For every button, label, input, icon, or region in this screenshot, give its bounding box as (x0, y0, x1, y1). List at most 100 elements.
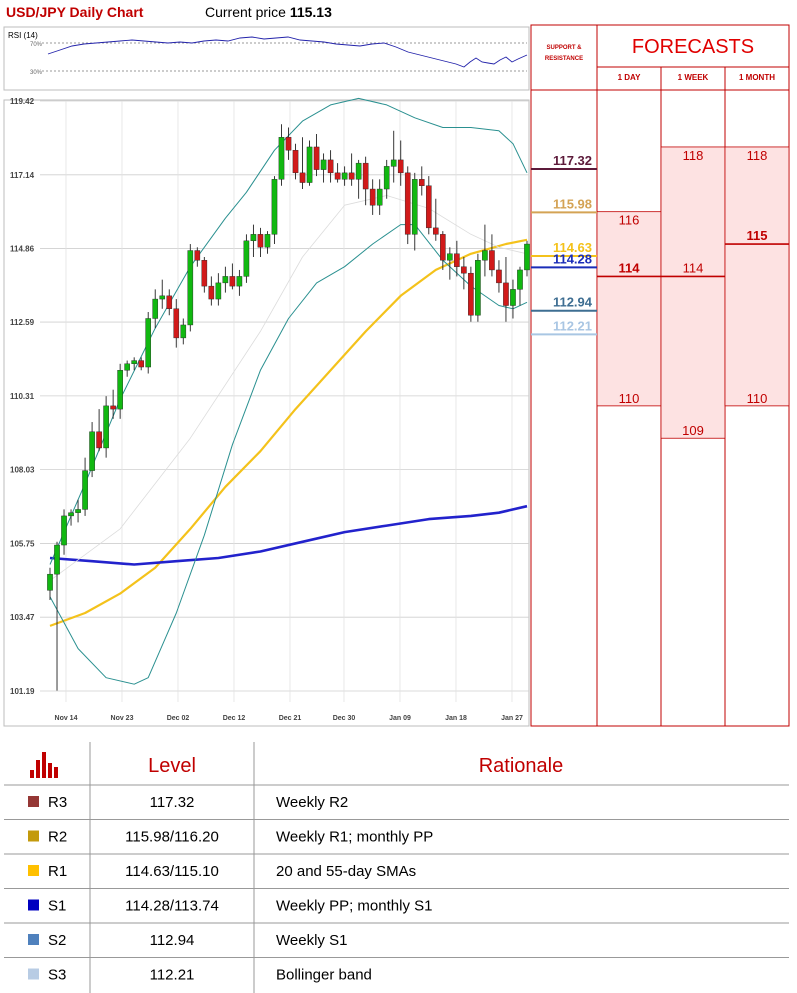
candle-body-up (180, 324, 187, 339)
candle-body-down (348, 172, 355, 180)
forecast-col-1month: 1 MONTH (739, 73, 775, 82)
candle (271, 176, 278, 245)
candle-body-down (440, 234, 446, 261)
row-rationale: 20 and 55-day SMAs (276, 863, 416, 880)
forecast-col-1day: 1 DAY (618, 73, 641, 82)
y-tick-label: 103.47 (10, 613, 35, 622)
x-tick-label: Nov 14 (55, 715, 78, 722)
row-color-swatch (28, 899, 39, 911)
candle (440, 231, 446, 270)
candle (447, 247, 453, 280)
row-color-swatch (28, 830, 39, 842)
candle-body-up (264, 234, 271, 248)
candle (327, 150, 334, 183)
candle (138, 357, 144, 371)
candle-body-up (447, 253, 453, 261)
candle-body-up (341, 172, 348, 180)
candle (222, 266, 229, 293)
candle (468, 266, 474, 322)
y-tick-label: 108.03 (10, 466, 35, 475)
row-rationale: Bollinger band (276, 967, 372, 984)
candle (425, 176, 432, 235)
x-tick-label: Jan 09 (389, 715, 411, 722)
x-tick-label: Dec 30 (333, 715, 356, 722)
candle-body-down (334, 172, 341, 180)
candle-body-down (110, 405, 116, 410)
candle-body-up (159, 295, 166, 300)
candle (257, 227, 264, 257)
candle (510, 279, 516, 319)
sr-level-value: 115.98 (553, 196, 592, 211)
x-axis-ticks: Nov 14 Nov 23 Dec 02 Dec 12 Dec 21 Dec 30 Jan … (55, 715, 523, 722)
candle (404, 166, 411, 245)
candle (524, 240, 530, 277)
candle (89, 422, 95, 478)
x-tick-label: Jan 27 (501, 715, 523, 722)
row-level-value: 117.32 (150, 794, 195, 811)
forecast-high-value: 116 (619, 213, 640, 228)
candle (264, 231, 271, 254)
candle-body-down (362, 162, 369, 190)
candle (47, 567, 53, 601)
candle (61, 509, 67, 555)
candle-body-up (306, 146, 313, 183)
row-level-value: 114.63/115.10 (125, 863, 219, 880)
candle (54, 541, 60, 691)
candle-body-up (75, 509, 81, 513)
candle-body-up (131, 360, 137, 364)
table-header-level: Level (148, 755, 196, 777)
candle-body-down (503, 282, 509, 306)
candle (75, 499, 81, 523)
y-tick-label: 114.86 (10, 245, 35, 254)
candle (187, 244, 194, 332)
forecast-col-1week: 1 WEEK (678, 73, 709, 82)
candle (362, 156, 369, 206)
y-tick-label: 112.59 (10, 318, 35, 327)
candle (278, 124, 285, 186)
forecast-low-value: 110 (747, 391, 768, 406)
row-color-swatch (28, 968, 39, 980)
candle (376, 179, 383, 215)
candle-body-down (292, 149, 299, 174)
sr-level-value: 114.63 (553, 240, 592, 255)
forecasts-title: FORECASTS (632, 36, 754, 58)
sr-level-value: 114.28 (553, 251, 592, 266)
candle-body-down (489, 250, 495, 271)
candle-body-down (468, 272, 474, 316)
candle (229, 263, 236, 290)
candle (313, 134, 320, 177)
candle (411, 172, 418, 251)
candle-body-up (475, 260, 481, 316)
candle-body-up (517, 269, 523, 290)
current-price-value: 115.13 (289, 4, 332, 20)
x-tick-label: Dec 02 (167, 715, 190, 722)
candle-body-up (215, 282, 222, 300)
forecast-range-box (724, 146, 790, 407)
candle (236, 269, 243, 296)
forecast-panel: SUPPORT & RESISTANCE FORECASTS 1 DAY 1 WE… (530, 24, 790, 727)
candle-body-down (425, 185, 432, 229)
price-plot-area (3, 99, 530, 727)
candle-body-down (433, 227, 439, 235)
row-color-swatch (28, 865, 39, 876)
row-level-name: R1 (48, 863, 67, 880)
candle (334, 163, 341, 183)
candle (475, 253, 481, 322)
x-tick-label: Nov 23 (111, 715, 134, 722)
candle-body-up (355, 162, 362, 180)
y-tick-label: 101.19 (10, 687, 35, 696)
candle (355, 159, 362, 199)
candle-body-down (496, 269, 502, 284)
candle (285, 127, 292, 160)
candle-body-down (201, 260, 208, 287)
candle-body-down (257, 234, 264, 248)
candle (348, 153, 355, 186)
candle-body-up (54, 544, 60, 575)
row-rationale: Weekly R1; monthly PP (276, 829, 433, 846)
row-level-name: S1 (48, 898, 66, 915)
row-rationale: Weekly R2 (276, 794, 348, 811)
candle (517, 266, 523, 306)
table-header-rationale: Rationale (479, 755, 564, 777)
candle-body-up (390, 159, 397, 167)
